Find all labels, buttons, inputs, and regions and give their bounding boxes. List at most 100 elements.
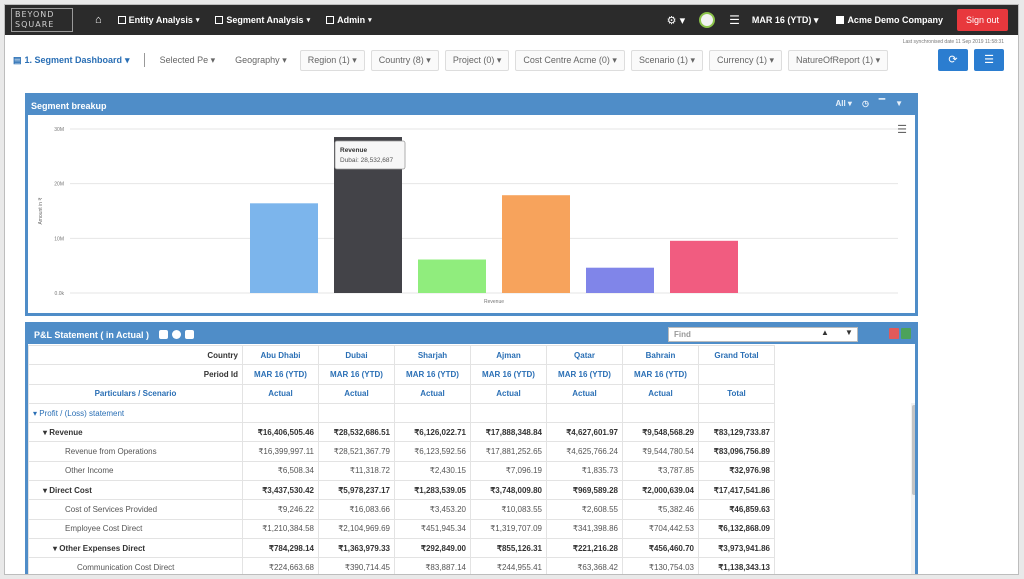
hamburger-icon[interactable]: ☰: [729, 13, 740, 27]
find-prev-icon[interactable]: ▲: [821, 328, 829, 337]
find-next-icon[interactable]: ▼: [845, 328, 853, 337]
gear-icon[interactable]: ⚙ ▾: [666, 14, 686, 27]
filter-bar: ▤ 1. Segment Dashboard ▾ Selected Pe ▾ G…: [13, 49, 913, 71]
pl-header-icons: [159, 330, 195, 339]
value-cell: ₹341,398.86: [546, 518, 623, 539]
brand-logo[interactable]: BEYOND SQUARE: [11, 8, 73, 32]
country-header[interactable]: Dubai: [318, 344, 395, 366]
period-header: MAR 16 (YTD): [546, 364, 623, 385]
filter-label: Scenario (1): [638, 54, 688, 65]
value-cell: ₹1,283,539.05: [394, 480, 471, 501]
app-window: BEYOND SQUARE ⌂ Entity Analysis ▾ Segmen…: [4, 4, 1019, 575]
filter-scenario[interactable]: Scenario (1) ▾: [630, 49, 703, 71]
grid-icon: [117, 16, 126, 24]
filter-project[interactable]: Project (0) ▾: [444, 49, 510, 71]
grand-total-cell: [698, 402, 775, 424]
divider: [143, 53, 145, 67]
filter-currency[interactable]: Currency (1) ▾: [709, 49, 783, 71]
pdf-export-icon[interactable]: [889, 328, 899, 339]
table-row[interactable]: ▾ Other Expenses Direct ₹784,298.14 ₹1,363…: [28, 537, 775, 559]
nav-entity-analysis[interactable]: Entity Analysis ▾: [117, 15, 199, 25]
value-cell: ₹7,096.19: [470, 460, 547, 482]
filter-cost-centre[interactable]: Cost Centre Acme (0) ▾: [515, 49, 625, 71]
clock-icon[interactable]: ◷: [861, 99, 869, 108]
country-header[interactable]: Ajman: [470, 344, 547, 366]
filter-region[interactable]: Region (1) ▾: [299, 49, 365, 71]
value-cell: ₹17,888,348.84: [470, 422, 547, 443]
grand-total-cell: ₹1,138,343.13: [698, 557, 775, 574]
chart-menu-icon[interactable]: ☰: [897, 124, 907, 136]
nav-label: Admin: [337, 15, 366, 25]
scrollbar-thumb[interactable]: [912, 405, 915, 495]
value-cell: [622, 402, 699, 424]
country-header[interactable]: Qatar: [546, 344, 623, 366]
info-icon[interactable]: [172, 330, 182, 339]
country-header[interactable]: Grand Total: [698, 344, 775, 366]
table-row[interactable]: Communication Cost Direct ₹224,663.68 ₹390…: [28, 557, 775, 574]
value-cell: ₹224,663.68: [242, 557, 319, 574]
lock-icon[interactable]: [185, 330, 195, 339]
nav-segment-analysis[interactable]: Segment Analysis ▾: [215, 15, 310, 25]
refresh-button[interactable]: ⟳: [938, 49, 968, 71]
value-cell: ₹16,083.66: [318, 499, 395, 520]
panel-tools: All ▾ ◷ ▔ ▼: [835, 99, 903, 108]
last-updated-text: Last synchronised date 11 Sep 2019 11:58…: [902, 39, 1004, 45]
grand-total-cell: ₹32,976.98: [698, 460, 775, 482]
dashboard-selector[interactable]: ▤ 1. Segment Dashboard ▾: [13, 55, 130, 66]
filter-country[interactable]: Country (8) ▾: [370, 49, 439, 71]
value-cell: ₹11,318.72: [318, 460, 395, 482]
country-header[interactable]: Abu Dhabi: [242, 344, 319, 366]
filter-selected-period[interactable]: Selected Pe ▾: [159, 54, 216, 65]
nav-admin[interactable]: Admin ▾: [326, 15, 372, 25]
tooltip-text: Dubai: 28,532,687: [340, 157, 394, 164]
grand-total-cell: ₹46,859.63: [698, 499, 775, 520]
value-cell: ₹1,363,979.33: [318, 537, 395, 559]
table-row[interactable]: Revenue from Operations ₹16,399,997.11 ₹28…: [28, 441, 775, 462]
bar-abu-dhabi: [250, 203, 318, 293]
value-cell: ₹221,216.28: [546, 537, 623, 559]
panel-title: Segment breakup: [31, 100, 107, 111]
row-label: Cost of Services Provided: [28, 499, 243, 520]
home-icon[interactable]: ⌂: [95, 14, 102, 26]
building-icon: [836, 16, 845, 24]
table-row[interactable]: ▾ Direct Cost ₹3,437,530.42 ₹5,978,237.17 ₹…: [28, 480, 775, 501]
excel-export-icon[interactable]: [901, 328, 911, 339]
period-selector[interactable]: MAR 16 (YTD) ▾: [751, 14, 819, 25]
value-cell: ₹3,453.20: [394, 499, 471, 520]
filter-label: Region (1): [307, 54, 350, 65]
row-label[interactable]: ▾ Profit / (Loss) statement: [28, 402, 243, 424]
menu-button[interactable]: ☰: [974, 49, 1004, 71]
filter-label: NatureOfReport (1): [796, 54, 874, 65]
all-label: All: [835, 99, 846, 108]
period-header: MAR 16 (YTD): [318, 364, 395, 385]
clock-icon[interactable]: [699, 12, 716, 28]
row-label[interactable]: ▾ Revenue: [28, 422, 243, 443]
table-row[interactable]: ▾ Profit / (Loss) statement: [28, 402, 775, 424]
row-label[interactable]: ▾ Other Expenses Direct: [28, 537, 243, 559]
tooltip-title: Revenue: [340, 147, 367, 154]
row-label: Employee Cost Direct: [28, 518, 243, 539]
value-cell: ₹6,126,022.71: [394, 422, 471, 443]
row-label[interactable]: ▾ Direct Cost: [28, 480, 243, 501]
filter-icon[interactable]: ▼: [895, 99, 903, 108]
value-cell: ₹4,625,766.24: [546, 441, 623, 462]
table-row[interactable]: Employee Cost Direct ₹1,210,384.58 ₹2,104,…: [28, 518, 775, 539]
country-header[interactable]: Sharjah: [394, 344, 471, 366]
signout-button[interactable]: Sign out: [956, 9, 1008, 31]
value-cell: ₹130,754.03: [622, 557, 699, 574]
grand-total-cell: ₹83,096,756.89: [698, 441, 775, 462]
company-selector[interactable]: Acme Demo Company: [836, 15, 943, 25]
find-input[interactable]: Find: [668, 327, 858, 342]
value-cell: ₹855,126.31: [470, 537, 547, 559]
all-dropdown[interactable]: All ▾: [835, 99, 852, 108]
table-row[interactable]: ▾ Revenue ₹16,406,505.46 ₹28,532,686.51 ₹6,…: [28, 422, 775, 443]
minimize-icon[interactable]: ▔: [878, 99, 886, 108]
country-header[interactable]: Bahrain: [622, 344, 699, 366]
table-row[interactable]: Other Income ₹6,508.34 ₹11,318.72 ₹2,430.15…: [28, 460, 775, 482]
header-label: Period Id: [28, 364, 243, 385]
y-tick-label: 10M: [54, 236, 64, 242]
filter-nature-of-report[interactable]: NatureOfReport (1) ▾: [788, 49, 889, 71]
filter-geography[interactable]: Geography ▾: [235, 54, 287, 65]
table-row[interactable]: Cost of Services Provided ₹9,246.22 ₹16,08…: [28, 499, 775, 520]
filter-icon[interactable]: [159, 330, 169, 339]
